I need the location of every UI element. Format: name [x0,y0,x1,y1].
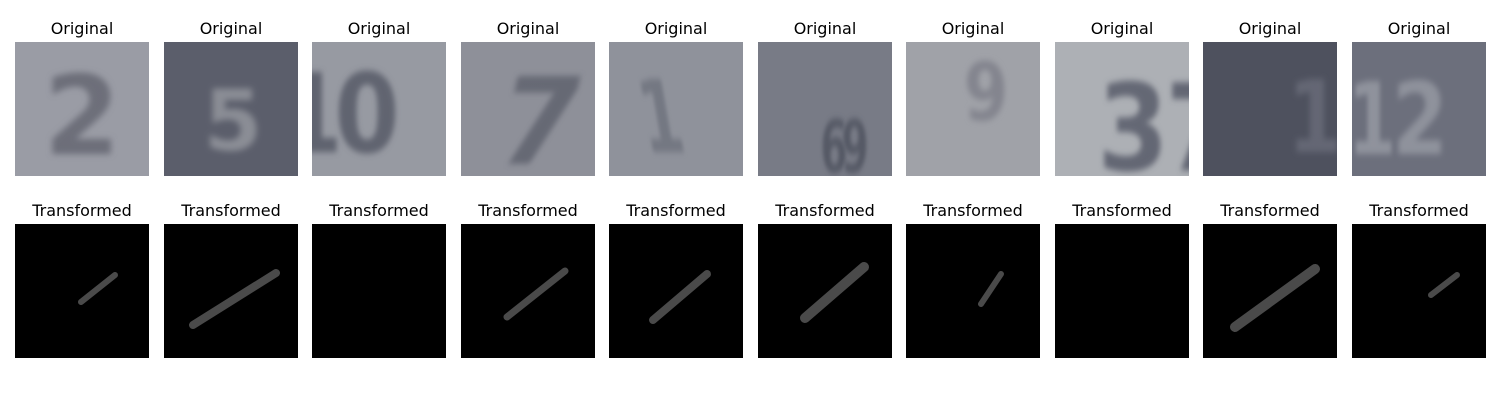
original-panel-title: Original [644,19,708,38]
original-image-panel: 10 [312,42,446,176]
transformed-background [15,224,149,358]
transformed-stroke [800,262,869,323]
original-shading [906,42,1040,176]
transformed-panel-title: Transformed [923,201,1023,220]
original-shading [1203,42,1337,176]
transformed-stroke [78,272,118,305]
transformed-image-panel [1352,224,1486,358]
original-shading [1055,42,1189,176]
transformed-background [312,224,446,358]
original-image: 2 [15,42,149,176]
transformed-image [312,224,446,358]
transformed-panel-title: Transformed [626,201,726,220]
original-panel-title: Original [1238,19,1302,38]
transformed-image [461,224,595,358]
transformed-image-panel [906,224,1040,358]
transformed-image-panel [461,224,595,358]
transformed-stroke [189,269,280,329]
original-panel-title: Original [347,19,411,38]
original-image-panel: 1 [609,42,743,176]
original-image: 12 [1352,42,1486,176]
transformed-stroke [649,270,711,324]
transformed-image [609,224,743,358]
transformed-image-panel [609,224,743,358]
original-panel-title: Original [50,19,114,38]
original-image: 5 [164,42,298,176]
transformed-image [1352,224,1486,358]
transformed-stroke [1230,264,1320,332]
transformed-background [1352,224,1486,358]
transformed-image [1055,224,1189,358]
original-image: 9 [906,42,1040,176]
original-panel-title: Original [1090,19,1154,38]
original-image-panel: 2 [15,42,149,176]
transformed-panel-title: Transformed [478,201,578,220]
original-image: 10 [312,42,446,176]
transformed-stroke [503,267,569,321]
original-shading [461,42,595,176]
transformed-background [609,224,743,358]
original-shading [15,42,149,176]
original-shading [1352,42,1486,176]
transformed-panel-title: Transformed [32,201,132,220]
transformed-panel-title: Transformed [1072,201,1172,220]
original-panel-title: Original [1387,19,1451,38]
transformed-background [906,224,1040,358]
transformed-image-panel [1203,224,1337,358]
transformed-stroke [978,271,1004,307]
original-panel-title: Original [199,19,263,38]
original-image-panel: 5 [164,42,298,176]
original-image: 1 [609,42,743,176]
transformed-background [461,224,595,358]
transformed-background [1203,224,1337,358]
transformed-panel-title: Transformed [1220,201,1320,220]
transformed-image-panel [758,224,892,358]
transformed-image-panel [164,224,298,358]
transformed-background [1055,224,1189,358]
transformed-panel-title: Transformed [1369,201,1469,220]
transformed-panel-title: Transformed [181,201,281,220]
original-panel-title: Original [941,19,1005,38]
original-shading [312,42,446,176]
transformed-panel-title: Transformed [775,201,875,220]
transformed-image [164,224,298,358]
original-image-panel: 9 [906,42,1040,176]
original-image: 69 [758,42,892,176]
transformed-image-panel [1055,224,1189,358]
original-shading [758,42,892,176]
transformed-stroke [1428,272,1460,298]
original-panel-title: Original [793,19,857,38]
transformed-image [758,224,892,358]
original-image: 7 [461,42,595,176]
transformed-image [906,224,1040,358]
transformed-image [15,224,149,358]
transformed-background [758,224,892,358]
original-panel-title: Original [496,19,560,38]
original-image: 37 [1055,42,1189,176]
transformed-background [164,224,298,358]
original-shading [609,42,743,176]
original-image: 1 [1203,42,1337,176]
transformed-image-panel [312,224,446,358]
transformed-image-panel [15,224,149,358]
original-image-panel: 37 [1055,42,1189,176]
original-image-panel: 7 [461,42,595,176]
transformed-panel-title: Transformed [329,201,429,220]
original-image-panel: 1 [1203,42,1337,176]
original-shading [164,42,298,176]
transformed-image [1203,224,1337,358]
